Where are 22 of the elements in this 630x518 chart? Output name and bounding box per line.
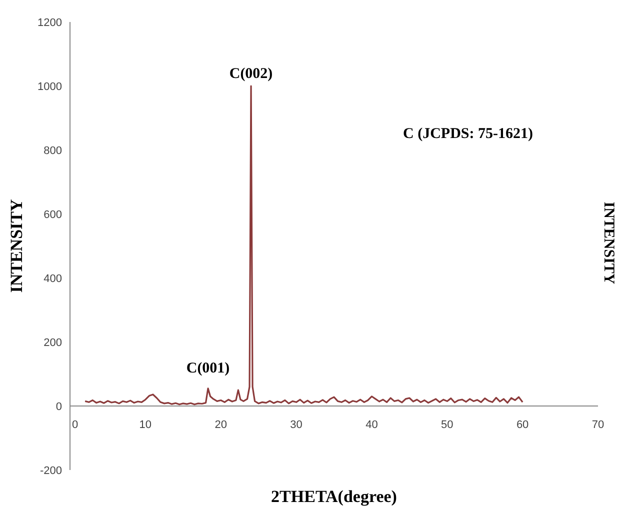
y-tick-label: 200	[44, 336, 62, 349]
x-tick-label: 10	[139, 419, 152, 431]
y2-axis-title: INTENSITY	[600, 202, 616, 284]
y-tick-label: 800	[44, 144, 62, 157]
x-tick-label: 60	[516, 419, 529, 431]
annotation: C(002)	[229, 66, 273, 82]
y-tick-label: 0	[56, 400, 62, 413]
x-tick-label: 40	[366, 419, 378, 431]
x-tick-label: 20	[214, 419, 227, 431]
annotation: C (JCPDS: 75-1621)	[403, 126, 533, 143]
x-tick-label: 30	[290, 419, 302, 431]
y-tick-label: 1200	[38, 16, 62, 29]
x-tick-label: 70	[592, 419, 604, 431]
x-tick-label: 0	[72, 419, 78, 431]
y-axis-title: INTENSITY	[7, 199, 26, 293]
annotation: C(001)	[186, 360, 230, 376]
y-tick-label: 1000	[38, 80, 62, 93]
y-tick-label: 400	[44, 272, 62, 285]
x-axis-title: 2THETA(degree)	[271, 487, 397, 506]
y-tick-label: 600	[44, 208, 62, 221]
y-tick-label: -200	[40, 464, 62, 477]
x-tick-label: 50	[441, 419, 454, 431]
